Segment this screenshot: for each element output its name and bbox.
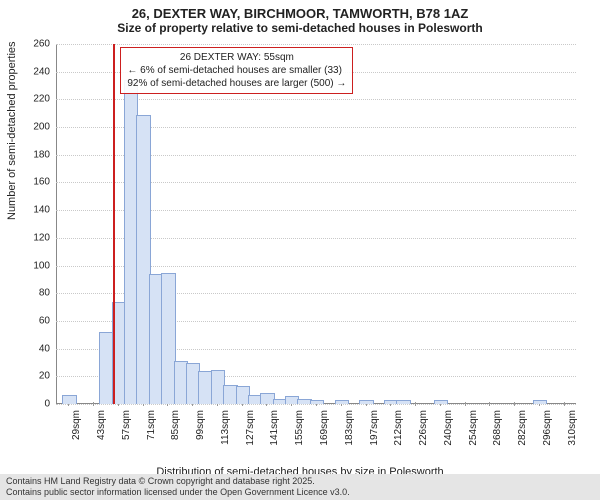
x-tick-label: 155sqm xyxy=(294,410,305,446)
x-tick-label: 99sqm xyxy=(195,410,206,440)
x-tick-label: 29sqm xyxy=(71,410,82,440)
histogram-bar xyxy=(335,400,349,404)
x-tick-label: 240sqm xyxy=(443,410,454,446)
annotation-line1: ← 6% of semi-detached houses are smaller… xyxy=(127,64,346,77)
chart-title-main: 26, DEXTER WAY, BIRCHMOOR, TAMWORTH, B78… xyxy=(0,0,600,21)
x-tick-label: 169sqm xyxy=(319,410,330,446)
y-tick-label: 100 xyxy=(33,260,56,271)
x-tick-label: 57sqm xyxy=(121,410,132,440)
footer-line1: Contains HM Land Registry data © Crown c… xyxy=(6,476,594,487)
x-tick-label: 254sqm xyxy=(468,410,479,446)
annotation-title: 26 DEXTER WAY: 55sqm xyxy=(127,51,346,64)
x-tick xyxy=(93,402,94,406)
histogram-bar xyxy=(62,395,76,404)
x-tick xyxy=(489,402,490,406)
y-tick-label: 160 xyxy=(33,177,56,188)
x-tick xyxy=(415,402,416,406)
x-tick xyxy=(564,402,565,406)
x-tick-label: 183sqm xyxy=(344,410,355,446)
y-tick-label: 180 xyxy=(33,149,56,160)
y-axis-line xyxy=(56,44,57,404)
x-tick-label: 113sqm xyxy=(220,410,231,445)
y-tick-label: 0 xyxy=(44,399,56,410)
x-tick-label: 226sqm xyxy=(418,410,429,446)
y-tick-label: 200 xyxy=(33,122,56,133)
y-tick-label: 40 xyxy=(39,343,56,354)
grid-line xyxy=(56,44,576,45)
plot-area: 02040608010012014016018020022024026029sq… xyxy=(56,44,576,404)
histogram-bar xyxy=(533,400,547,404)
chart-container: 26, DEXTER WAY, BIRCHMOOR, TAMWORTH, B78… xyxy=(0,0,600,500)
annotation-line2: 92% of semi-detached houses are larger (… xyxy=(127,77,346,90)
x-tick-label: 71sqm xyxy=(146,410,157,440)
histogram-bar xyxy=(359,400,373,404)
y-axis-label: Number of semi-detached properties xyxy=(6,41,18,220)
x-tick-label: 197sqm xyxy=(369,410,380,446)
y-tick-label: 140 xyxy=(33,205,56,216)
y-tick-label: 20 xyxy=(39,371,56,382)
y-tick-label: 120 xyxy=(33,232,56,243)
histogram-bar xyxy=(310,400,324,404)
y-tick-label: 60 xyxy=(39,315,56,326)
x-tick-label: 310sqm xyxy=(567,410,578,446)
x-tick-label: 296sqm xyxy=(542,410,553,446)
y-tick-label: 80 xyxy=(39,288,56,299)
y-tick-label: 240 xyxy=(33,66,56,77)
histogram-bar xyxy=(434,400,448,404)
y-tick-label: 220 xyxy=(33,94,56,105)
x-tick-label: 212sqm xyxy=(393,410,404,446)
histogram-bar xyxy=(396,400,410,404)
x-tick xyxy=(465,402,466,406)
x-tick-label: 127sqm xyxy=(245,410,256,446)
x-tick xyxy=(514,402,515,406)
x-tick-label: 43sqm xyxy=(96,410,107,440)
footer-line2: Contains public sector information licen… xyxy=(6,487,594,498)
chart-title-sub: Size of property relative to semi-detach… xyxy=(0,21,600,39)
x-tick-label: 85sqm xyxy=(170,410,181,440)
y-tick-label: 260 xyxy=(33,39,56,50)
annotation-box: 26 DEXTER WAY: 55sqm← 6% of semi-detache… xyxy=(120,47,353,94)
x-tick-label: 268sqm xyxy=(492,410,503,446)
x-tick-label: 141sqm xyxy=(269,410,280,446)
property-marker-line xyxy=(113,44,115,404)
footer: Contains HM Land Registry data © Crown c… xyxy=(0,474,600,500)
x-tick-label: 282sqm xyxy=(517,410,528,446)
